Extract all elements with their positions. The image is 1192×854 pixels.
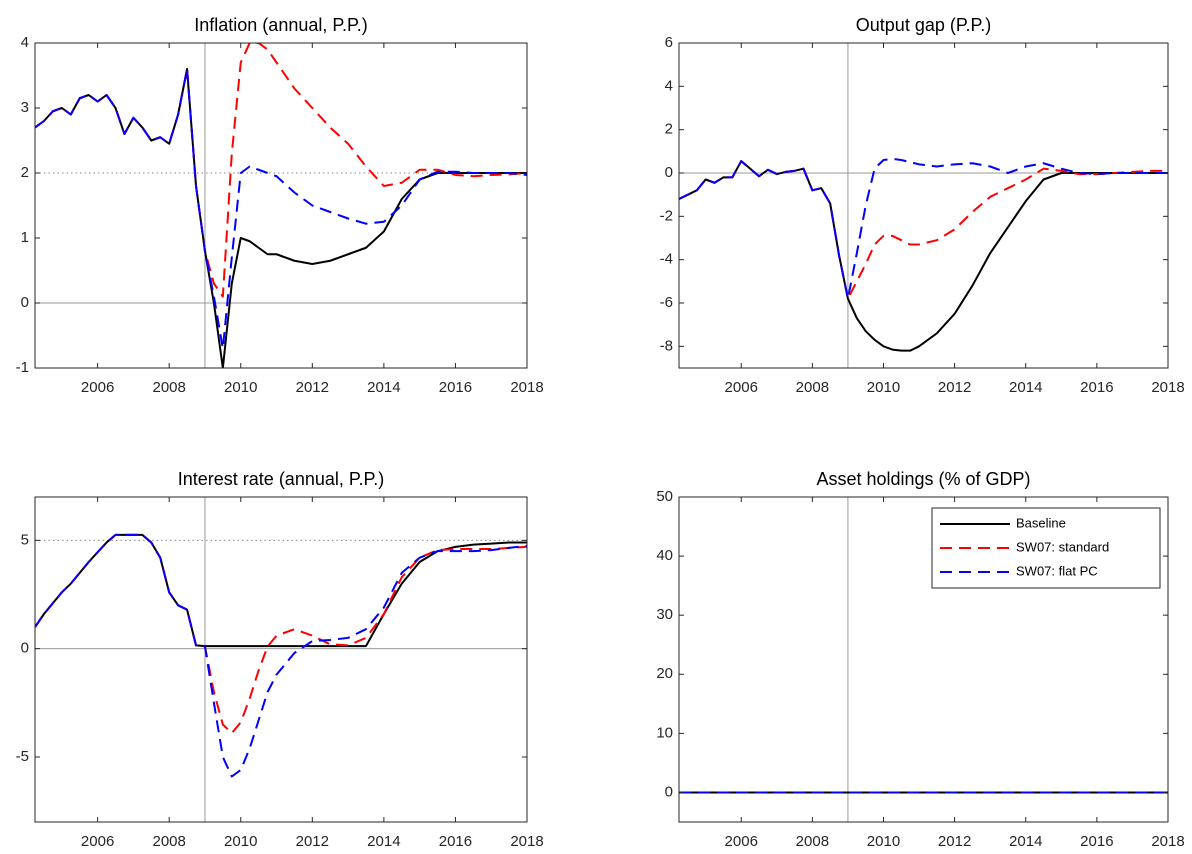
x-tick-label: 2010 [224, 833, 257, 850]
series-line [679, 160, 1168, 300]
x-tick-label: 2010 [867, 379, 900, 396]
x-tick-label: 2010 [224, 379, 257, 396]
x-tick-label: 2014 [367, 833, 400, 850]
x-tick-label: 2014 [367, 379, 400, 396]
x-tick-label: 2018 [1151, 379, 1184, 396]
series-line [679, 157, 1168, 300]
panel-title: Interest rate (annual, P.P.) [178, 469, 384, 489]
x-tick-label: 2012 [296, 833, 329, 850]
y-tick-label: 20 [656, 665, 673, 682]
x-tick-label: 2016 [1080, 379, 1113, 396]
legend: Baseline SW07: standard SW07: flat PC [931, 507, 1161, 589]
y-tick-label: 30 [656, 606, 673, 623]
y-tick-label: 3 [21, 99, 29, 116]
x-tick-label: 2018 [510, 833, 543, 850]
y-tick-label: 50 [656, 488, 673, 505]
panel-title: Asset holdings (% of GDP) [816, 469, 1030, 489]
x-tick-label: 2006 [725, 379, 758, 396]
plot-area [679, 43, 1168, 368]
y-tick-label: 0 [21, 294, 29, 311]
y-tick-label: -6 [660, 294, 673, 311]
series-line [679, 160, 1168, 352]
x-tick-label: 2008 [796, 833, 829, 850]
panel: Asset holdings (% of GDP) 0 10 20 30 40 50 2006… [656, 469, 1184, 850]
axes-box [34, 42, 528, 369]
axes-box [34, 496, 528, 823]
y-tick-label: 5 [21, 531, 29, 548]
x-tick-label: 2008 [152, 833, 185, 850]
x-tick-label: 2014 [1009, 833, 1042, 850]
y-tick-label: -5 [16, 748, 29, 765]
y-tick-label: 2 [21, 164, 29, 181]
y-tick-label: -1 [16, 359, 29, 376]
axes-box [678, 42, 1169, 369]
x-tick-label: 2006 [725, 833, 758, 850]
x-tick-label: 2012 [296, 379, 329, 396]
y-tick-label: 0 [665, 164, 673, 181]
axes-box [678, 496, 1169, 823]
y-tick-label: -8 [660, 337, 673, 354]
panel-title: Inflation (annual, P.P.) [194, 15, 367, 35]
y-tick-label: -4 [660, 251, 673, 268]
series-line [35, 68, 527, 350]
y-tick-label: 6 [665, 34, 673, 51]
series-line [35, 43, 527, 298]
panel: Output gap (P.P.) -8 -6 -4 -2 0 2 4 6 2006 2008 201… [660, 15, 1185, 396]
x-tick-label: 2018 [510, 379, 543, 396]
x-tick-label: 2010 [867, 833, 900, 850]
panel: Interest rate (annual, P.P.) -5 0 5 2006 2008… [16, 469, 544, 850]
y-tick-label: 40 [656, 547, 673, 564]
x-tick-label: 2008 [152, 379, 185, 396]
panel-title: Output gap (P.P.) [856, 15, 991, 35]
y-tick-label: 1 [21, 229, 29, 246]
legend-label: Baseline [1016, 515, 1066, 530]
y-tick-label: 4 [21, 34, 29, 51]
series-line [35, 533, 527, 778]
plot-area [35, 497, 527, 822]
y-tick-label: 2 [665, 121, 673, 138]
y-tick-label: 4 [665, 77, 673, 94]
x-tick-label: 2012 [938, 379, 971, 396]
plot-area [679, 497, 1168, 822]
x-tick-label: 2016 [439, 379, 472, 396]
plot-area [35, 43, 527, 368]
y-tick-label: 0 [21, 640, 29, 657]
x-tick-label: 2006 [81, 379, 114, 396]
x-tick-label: 2008 [796, 379, 829, 396]
y-tick-label: 0 [665, 783, 673, 800]
x-tick-label: 2012 [938, 833, 971, 850]
series-line [35, 68, 527, 368]
x-tick-label: 2018 [1151, 833, 1184, 850]
y-tick-label: -2 [660, 207, 673, 224]
panel: Inflation (annual, P.P.) -1 0 1 2 3 4 2006 2008 2… [16, 15, 544, 396]
x-tick-label: 2016 [439, 833, 472, 850]
x-tick-label: 2016 [1080, 833, 1113, 850]
x-tick-label: 2006 [81, 833, 114, 850]
x-tick-label: 2014 [1009, 379, 1042, 396]
y-tick-label: 10 [656, 724, 673, 741]
series-line [35, 533, 527, 735]
legend-label: SW07: standard [1016, 539, 1109, 554]
legend-label: SW07: flat PC [1016, 563, 1098, 578]
